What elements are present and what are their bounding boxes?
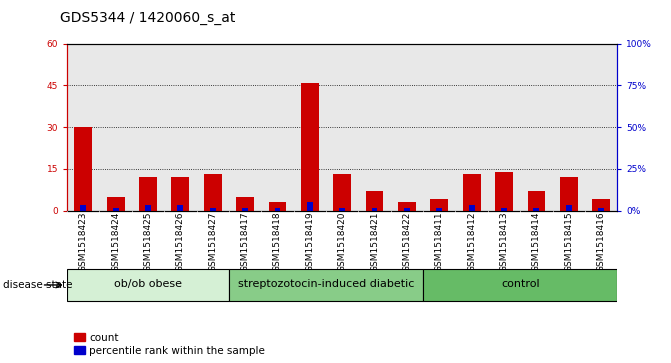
Text: GSM1518417: GSM1518417 [241, 212, 250, 272]
Text: GSM1518424: GSM1518424 [111, 212, 120, 272]
Bar [204, 174, 221, 211]
Text: GSM1518423: GSM1518423 [79, 212, 88, 272]
Text: ob/ob obese: ob/ob obese [114, 279, 182, 289]
Text: GSM1518419: GSM1518419 [305, 212, 314, 272]
Bar [229, 269, 423, 301]
Bar [74, 127, 92, 211]
Text: GSM1518416: GSM1518416 [597, 212, 606, 272]
Bar [404, 208, 410, 211]
Bar [307, 202, 313, 211]
Text: GSM1518426: GSM1518426 [176, 212, 185, 272]
Text: GSM1518412: GSM1518412 [467, 212, 476, 272]
Bar [423, 269, 617, 301]
Legend: count, percentile rank within the sample: count, percentile rank within the sample [72, 330, 267, 358]
Bar [145, 205, 151, 211]
Bar [177, 205, 183, 211]
Text: GSM1518413: GSM1518413 [499, 212, 509, 272]
Text: GSM1518422: GSM1518422 [403, 212, 411, 272]
Text: GSM1518425: GSM1518425 [144, 212, 152, 272]
Bar [366, 191, 384, 211]
Bar [430, 199, 448, 211]
Text: GDS5344 / 1420060_s_at: GDS5344 / 1420060_s_at [60, 11, 236, 25]
Bar [340, 208, 345, 211]
Bar [501, 208, 507, 211]
Bar [495, 172, 513, 211]
Bar [274, 208, 280, 211]
Text: GSM1518427: GSM1518427 [208, 212, 217, 272]
Bar [113, 208, 119, 211]
Bar [533, 208, 539, 211]
Bar [107, 197, 125, 211]
Bar [333, 174, 351, 211]
Bar [527, 191, 546, 211]
Text: GSM1518414: GSM1518414 [532, 212, 541, 272]
Bar [599, 208, 604, 211]
Bar [242, 208, 248, 211]
Text: GSM1518421: GSM1518421 [370, 212, 379, 272]
Text: GSM1518411: GSM1518411 [435, 212, 444, 272]
Bar [372, 208, 378, 211]
Bar [67, 269, 229, 301]
Bar [81, 205, 86, 211]
Text: GSM1518415: GSM1518415 [564, 212, 573, 272]
Bar [469, 205, 474, 211]
Text: GSM1518418: GSM1518418 [273, 212, 282, 272]
Bar [210, 208, 215, 211]
Text: control: control [501, 279, 539, 289]
Text: streptozotocin-induced diabetic: streptozotocin-induced diabetic [238, 279, 414, 289]
Bar [139, 177, 157, 211]
Text: disease state: disease state [3, 280, 73, 290]
Bar [301, 82, 319, 211]
Bar [172, 177, 189, 211]
Bar [566, 205, 572, 211]
Bar [436, 208, 442, 211]
Bar [236, 197, 254, 211]
Bar [592, 199, 610, 211]
Bar [560, 177, 578, 211]
Bar [398, 202, 416, 211]
Text: GSM1518420: GSM1518420 [338, 212, 347, 272]
Bar [268, 202, 287, 211]
Bar [463, 174, 480, 211]
